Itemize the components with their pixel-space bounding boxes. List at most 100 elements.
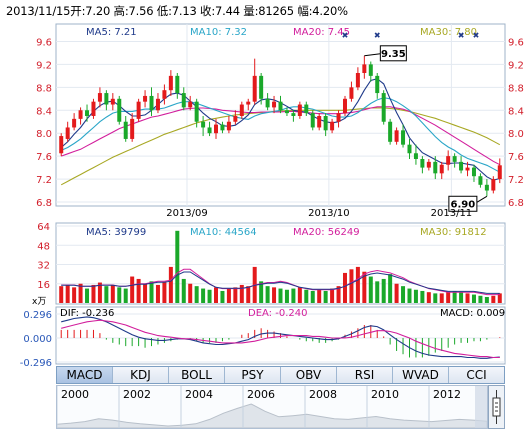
price-tick-label-right: 8.8 [508, 83, 524, 94]
candle-body-up [491, 179, 496, 191]
volume-ma30-legend-label: MA30: 91812 [420, 227, 487, 238]
macd-lines [61, 316, 500, 359]
candle-body-down [284, 110, 289, 114]
volume-ma20-legend-label: MA20: 56249 [293, 227, 360, 238]
candle-body-down [478, 176, 483, 185]
dif-line [61, 316, 500, 359]
low-marker-box [448, 195, 478, 212]
volume-bar [143, 283, 148, 303]
price-tick-label-left: 6.8 [36, 198, 52, 209]
stock-chart: 9.6 9.2 8.8 8.4 8.0 7.6 7.2 6.8 9.6 9.2 8.8 8.4 8.0… [20, 23, 524, 366]
quote-date: 2013/11/15 [6, 4, 71, 18]
volume-bar [97, 282, 102, 303]
event-marker-icon: ✖ [473, 31, 480, 40]
volume-bar [72, 287, 77, 303]
candle-body-down [368, 64, 373, 76]
candle-body-up [168, 75, 173, 91]
candle-body-down [220, 124, 225, 131]
event-marker-icon: ✖ [458, 31, 465, 40]
price-tick-label-right: 9.6 [508, 37, 524, 48]
candle-body-down [104, 93, 109, 105]
volume-bar [181, 278, 186, 303]
history-navigator[interactable]: 2000 2002 2004 2006 2008 2010 2012 [56, 385, 488, 429]
candle-body-up [78, 110, 83, 119]
price-tick-label-left: 8.0 [36, 129, 52, 140]
volume-bar [117, 287, 122, 303]
volume-bar [284, 289, 289, 303]
volume-bar [459, 292, 464, 303]
candle-body-down [323, 116, 328, 131]
tab-rsi[interactable]: RSI [337, 367, 393, 383]
tab-boll[interactable]: BOLL [169, 367, 225, 383]
volume-ma-line [61, 268, 500, 296]
volume-bar [278, 288, 283, 303]
candle-body-up [239, 104, 244, 116]
volume-bar [355, 266, 360, 303]
tab-wvad[interactable]: WVAD [393, 367, 449, 383]
volume-bar [59, 286, 64, 303]
volume-bar [291, 288, 296, 303]
quote-change: 幅:4.20% [297, 4, 348, 18]
tab-macd[interactable]: MACD [57, 367, 113, 383]
volume-bar [162, 282, 167, 303]
year-label: 2000 [61, 388, 89, 401]
volume-bar [265, 286, 270, 303]
volume-bar [381, 278, 386, 303]
candle-body-up [143, 95, 148, 102]
candle-body-down [278, 101, 283, 111]
high-marker-box [379, 45, 407, 62]
price-tick-label-right: 7.2 [508, 175, 524, 186]
candle-body-down [452, 156, 457, 162]
candle-body-up [446, 156, 451, 165]
volume-bar [349, 269, 354, 303]
volume-bar [104, 286, 109, 303]
price-tick-label-left: 8.4 [36, 106, 52, 117]
volume-bar [226, 288, 231, 303]
volume-bar [130, 276, 135, 303]
quote-high: 高:7.56 [113, 4, 154, 18]
volume-bar [175, 230, 180, 303]
ma5-legend-label: MA5: 7.21 [86, 27, 137, 38]
candle-body-down [433, 161, 438, 174]
candle-body-down [123, 121, 128, 139]
price-axis-left: 9.6 9.2 8.8 8.4 8.0 7.6 7.2 6.8 [36, 37, 52, 209]
volume-bar [465, 293, 470, 303]
candle-body-down [265, 98, 270, 108]
candle-body-up [252, 75, 257, 102]
volume-bar [446, 292, 451, 303]
tab-obv[interactable]: OBV [281, 367, 337, 383]
tab-psy[interactable]: PSY [225, 367, 281, 383]
volume-bar [214, 287, 219, 303]
high-marker-line [364, 53, 381, 57]
price-marks: 9.35 6.90 ✖ ✖ ✖ ✖ [342, 31, 488, 212]
macd-tick-label: -0.296 [20, 358, 52, 366]
volume-bar [233, 287, 238, 303]
price-tick-label-right: 8.4 [508, 106, 524, 117]
tab-kdj[interactable]: KDJ [113, 367, 169, 383]
volume-tick-label: 32 [37, 261, 50, 272]
macd-legend: DIF: -0.236 DEA: -0.240 MACD: 0.009 [60, 308, 505, 319]
low-marker-line [476, 195, 488, 203]
tab-cci[interactable]: CCI [449, 367, 504, 383]
candle-body-up [272, 101, 277, 108]
volume-bar [342, 272, 347, 303]
candle-body-up [362, 64, 367, 73]
volume-bar [259, 281, 264, 303]
candle-body-down [201, 121, 206, 128]
candle-body-up [91, 101, 96, 116]
navigator-scroll-handle[interactable] [488, 385, 505, 429]
candle-body-up [214, 124, 219, 134]
volume-tick-label: 64 [37, 222, 50, 233]
history-area [56, 403, 488, 429]
macd-axis: 0.296 0.000 -0.296 [20, 310, 52, 366]
candle-body-down [291, 113, 296, 116]
volume-bar [471, 294, 476, 303]
candle-body-up [317, 116, 322, 128]
candle-body-up [130, 118, 135, 139]
candle-body-up [297, 104, 302, 116]
candle-body-up [355, 73, 360, 88]
volume-bar [420, 290, 425, 303]
candle-body-up [465, 167, 470, 171]
volume-bar [272, 287, 277, 303]
candle-body-up [426, 161, 431, 168]
